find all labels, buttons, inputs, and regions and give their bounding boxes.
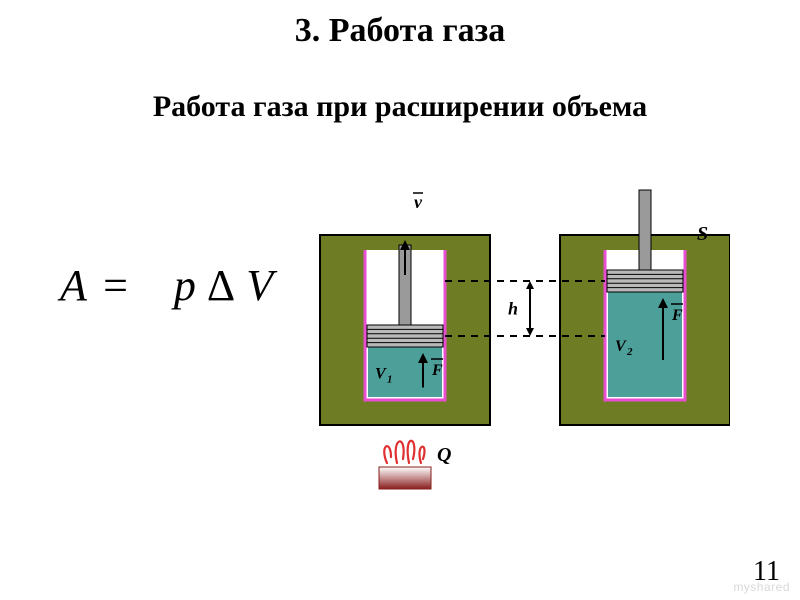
svg-text:1: 1	[387, 374, 393, 386]
gas-work-diagram: V1FV2FvShQ	[300, 175, 730, 505]
svg-text:2: 2	[626, 346, 633, 358]
svg-text:F: F	[671, 307, 683, 324]
svg-text:V: V	[375, 366, 387, 383]
slide-title: 3. Работа газа	[0, 12, 800, 50]
slide-subtitle: Работа газа при расширении объема	[0, 90, 800, 124]
formula: A = p Δ V	[60, 260, 273, 311]
formula-A: A	[60, 261, 86, 310]
svg-text:F: F	[431, 362, 443, 379]
svg-text:Q: Q	[437, 444, 451, 466]
svg-text:S: S	[697, 223, 708, 245]
formula-V: V	[246, 261, 273, 310]
svg-text:h: h	[508, 299, 518, 319]
formula-eq: =	[103, 261, 128, 310]
formula-delta: Δ	[207, 261, 235, 310]
watermark: myshared	[733, 580, 790, 594]
svg-text:v: v	[414, 192, 423, 212]
svg-text:V: V	[615, 338, 627, 355]
formula-p: p	[174, 261, 196, 310]
